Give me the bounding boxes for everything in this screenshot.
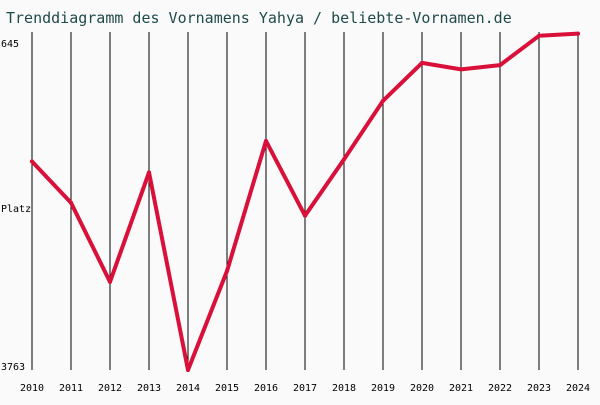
x-tick-label-2014: 2014: [176, 383, 200, 394]
x-tick-label-2010: 2010: [20, 383, 44, 394]
x-tick-label-2012: 2012: [98, 383, 122, 394]
grid-lines: [31, 32, 579, 370]
y-axis-top-label: 645: [1, 39, 19, 50]
x-tick-label-2015: 2015: [215, 383, 239, 394]
data-point-2020: [420, 60, 424, 65]
y-axis-bottom-label: 3763: [1, 362, 25, 373]
data-point-2019: [381, 98, 385, 103]
x-tick-label-2023: 2023: [527, 383, 551, 394]
data-point-2011: [69, 200, 73, 205]
x-tick-label-2019: 2019: [371, 383, 395, 394]
x-tick-label-2020: 2020: [410, 383, 434, 394]
y-axis-label: Platz: [1, 204, 31, 215]
data-point-2021: [459, 67, 463, 72]
data-point-2015: [225, 269, 229, 274]
x-axis-tick-labels: 2010 2011 2012 2013 2014 2015 2016 2017 2018 2019…: [20, 383, 590, 394]
data-point-2018: [342, 157, 346, 162]
data-point-2016: [264, 138, 268, 143]
x-tick-label-2017: 2017: [293, 383, 317, 394]
data-point-2017: [303, 213, 307, 218]
chart-title: Trenddiagramm des Vornamens Yahya / beli…: [6, 9, 512, 27]
data-point-2022: [498, 63, 502, 68]
data-point-2023: [537, 33, 541, 38]
x-tick-label-2013: 2013: [137, 383, 161, 394]
data-point-2014: [186, 368, 190, 372]
x-tick-label-2011: 2011: [59, 383, 83, 394]
data-point-2013: [147, 170, 151, 175]
x-tick-label-2022: 2022: [488, 383, 512, 394]
x-tick-label-2024: 2024: [566, 383, 590, 394]
data-point-2012: [108, 279, 112, 284]
series-layer: [30, 31, 580, 372]
x-tick-label-2016: 2016: [254, 383, 278, 394]
data-point-2024: [576, 31, 580, 36]
data-point-2010: [30, 159, 34, 164]
x-tick-label-2021: 2021: [449, 383, 473, 394]
x-tick-label-2018: 2018: [332, 383, 356, 394]
